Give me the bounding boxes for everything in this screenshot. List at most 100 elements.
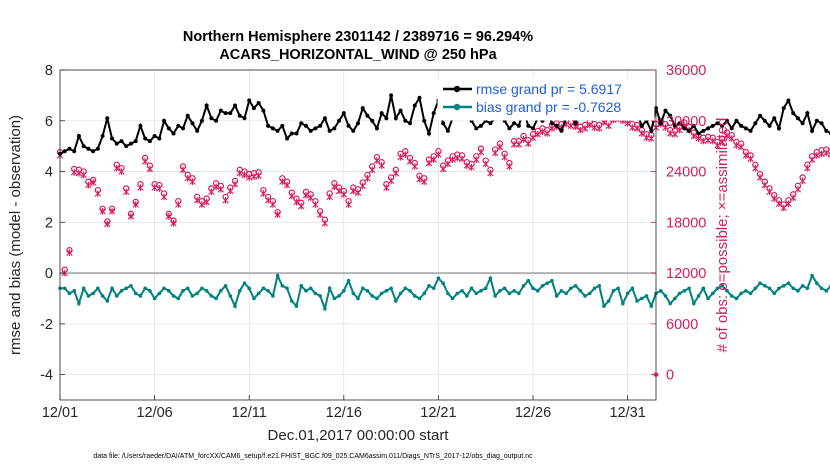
rmse-point-34 (218, 108, 223, 113)
bias-point-108 (569, 286, 573, 291)
obs-assimilated-point-101 (534, 130, 541, 138)
bias-point-37 (233, 304, 237, 308)
rmse-point-18 (143, 136, 148, 141)
rmse-point-57 (327, 128, 332, 133)
obs-assimilated-point-8 (94, 190, 102, 197)
rmse-point-36 (228, 111, 233, 116)
obs-assimilated-point-7 (89, 179, 97, 186)
obs-assimilated-point-41 (250, 173, 258, 180)
rmse-point-78 (426, 131, 431, 136)
legend-bias-label: bias grand pr = -0.7628 (476, 99, 621, 115)
obs-assimilated-point-14 (123, 188, 130, 196)
bias-point-121 (630, 286, 635, 291)
rmse-point-16 (133, 139, 138, 144)
obs-assimilated-point-139 (714, 141, 721, 149)
rmse-point-143 (734, 118, 739, 123)
x-tick-label-1: 12/06 (136, 405, 172, 421)
rmse-point-71 (393, 116, 398, 121)
obs-assimilated-point-3 (71, 169, 78, 176)
bias-point-106 (559, 289, 564, 293)
bias-point-86 (464, 294, 469, 298)
rmse-point-60 (341, 111, 346, 116)
rmse-point-72 (398, 108, 403, 113)
bias-point-14 (124, 286, 129, 291)
bias-point-11 (110, 286, 114, 291)
bias-point-101 (535, 289, 540, 293)
rmse-point-12 (114, 141, 119, 146)
bias-point-114 (597, 283, 602, 288)
obs-assimilated-point-160 (813, 152, 821, 159)
obs-assimilated-point-62 (350, 187, 357, 195)
obs-assimilated-point-128 (662, 124, 669, 131)
bias-point-35 (223, 283, 228, 288)
bias-point-60 (342, 289, 346, 293)
rmse-point-127 (658, 121, 663, 126)
obs-assimilated-point-66 (369, 166, 376, 174)
right-y-tick-label-1: 6000 (666, 317, 698, 333)
rmse-point-77 (422, 118, 427, 123)
bias-point-6 (86, 294, 91, 298)
rmse-point-73 (403, 118, 408, 123)
bias-point-98 (521, 283, 526, 288)
obs-assimilated-point-4 (75, 169, 83, 177)
rmse-point-105 (554, 123, 559, 128)
obs-assimilated-point-25 (175, 201, 182, 208)
right-y-tick-label-0: 0 (666, 368, 674, 384)
rmse-point-100 (531, 126, 536, 131)
obs-assimilated-point-26 (179, 166, 187, 174)
x-axis-label: Dec.01,2017 00:00:00 start (268, 427, 450, 444)
obs-assimilated-point-142 (728, 135, 735, 142)
obs-assimilated-point-116 (605, 122, 612, 130)
bias-point-144 (739, 291, 743, 296)
bias-point-57 (327, 286, 332, 291)
rmse-point-138 (710, 123, 715, 128)
obs-assimilated-point-114 (596, 125, 603, 132)
rmse-point-99 (526, 123, 531, 128)
x-tick-label-0: 12/01 (42, 405, 78, 421)
rmse-point-149 (762, 118, 767, 123)
obs-assimilated-point-104 (548, 125, 556, 132)
x-tick-label-5: 12/26 (515, 405, 551, 421)
obs-assimilated-point-137 (704, 136, 712, 144)
rmse-point-31 (204, 103, 209, 108)
obs-assimilated-point-47 (279, 178, 286, 186)
obs-assimilated-point-87 (468, 163, 475, 171)
obs-assimilated-point-111 (581, 125, 589, 132)
rmse-point-147 (753, 121, 758, 126)
obs-assimilated-point-64 (359, 182, 366, 190)
rmse-point-65 (365, 113, 370, 118)
bias-point-40 (247, 286, 252, 291)
rmse-point-20 (152, 134, 157, 138)
bias-point-79 (431, 286, 436, 291)
obs-assimilated-point-121 (629, 124, 636, 131)
left-y-tick-label-0: -4 (40, 368, 53, 384)
rmse-point-52 (303, 123, 308, 128)
bias-point-62 (351, 291, 356, 296)
bias-point-113 (592, 286, 597, 291)
bias-point-90 (483, 286, 488, 291)
x-tick-label-6: 12/31 (609, 405, 645, 421)
bias-point-112 (587, 291, 592, 296)
bias-point-27 (185, 286, 190, 291)
obs-assimilated-point-70 (387, 177, 395, 185)
rmse-point-159 (810, 128, 815, 133)
bias-point-154 (786, 281, 791, 286)
bias-point-68 (379, 291, 384, 296)
rmse-point-151 (772, 116, 777, 121)
rmse-point-55 (318, 123, 323, 128)
obs-assimilated-point-72 (397, 153, 404, 161)
rmse-point-23 (166, 126, 171, 131)
left-y-axis-label: rmse and bias (model - observation) (7, 115, 24, 355)
obs-assimilated-point-153 (780, 204, 787, 212)
bias-point-88 (474, 291, 479, 296)
obs-assimilated-point-83 (449, 156, 456, 164)
bias-point-124 (644, 294, 649, 298)
rmse-point-152 (776, 126, 781, 131)
rmse-point-46 (275, 128, 280, 133)
rmse-point-61 (346, 123, 351, 128)
footnote: data file: /Users/raeder/DAI/ATM_forcXX/… (93, 453, 533, 460)
legend: rmse grand pr = 5.6917 bias grand pr = -… (437, 77, 655, 121)
rmse-point-7 (91, 149, 96, 154)
obs-assimilated-point-17 (137, 184, 144, 191)
obs-assimilated-point-89 (477, 148, 485, 156)
